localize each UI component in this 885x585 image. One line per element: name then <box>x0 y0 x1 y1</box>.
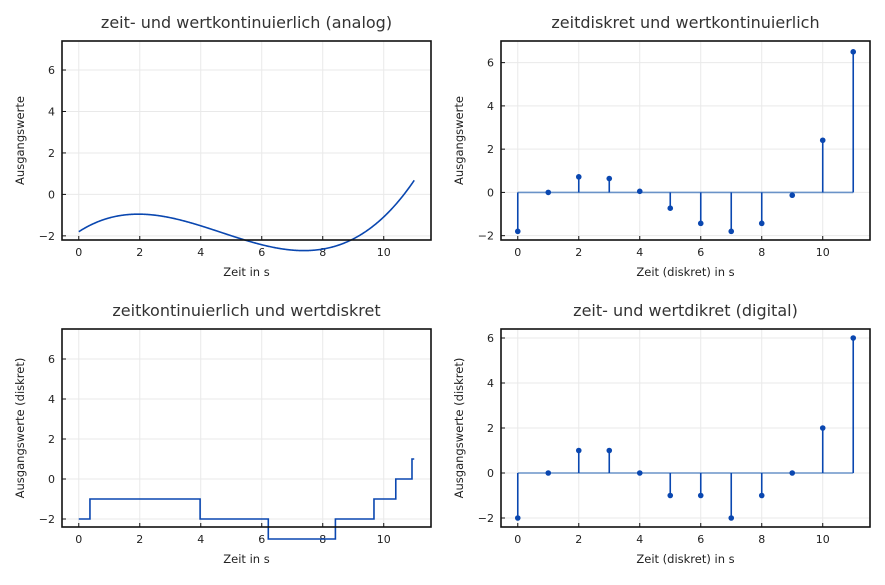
stem-marker <box>575 174 582 180</box>
stem-marker <box>758 220 765 227</box>
stem-marker <box>545 470 552 476</box>
x-tick-label: 10 <box>377 246 391 259</box>
stem-marker <box>697 220 704 227</box>
y-tick-label: −2 <box>478 230 494 243</box>
y-tick-label: 2 <box>487 422 494 435</box>
signal-line <box>78 458 415 540</box>
x-tick-label: 10 <box>816 533 830 546</box>
y-tick-label: 6 <box>487 332 494 345</box>
stem-marker <box>636 470 643 476</box>
stem-marker <box>819 137 826 144</box>
x-tick-label: 0 <box>514 533 521 546</box>
chart-title: zeit- und wertkontinuierlich (analog) <box>101 13 392 32</box>
y-tick-label: 4 <box>487 377 494 390</box>
stem-marker <box>575 447 582 454</box>
y-tick-label: 6 <box>487 57 494 70</box>
stem-marker <box>850 335 857 341</box>
chart-title: zeit- und wertdikret (digital) <box>573 301 798 320</box>
y-tick-label: 0 <box>48 473 55 486</box>
stem-marker <box>850 49 857 55</box>
x-tick-label: 0 <box>75 246 82 259</box>
x-axis-label: Zeit in s <box>223 552 269 566</box>
x-tick-label: 2 <box>136 246 143 259</box>
x-tick-label: 2 <box>136 533 143 546</box>
stem-marker <box>758 492 765 499</box>
x-tick-label: 2 <box>575 533 582 546</box>
stem-marker <box>728 228 735 235</box>
stem-marker <box>819 425 826 431</box>
chart-panel-1: 0 2 4 6 8 10 −2 0 2 4 6 zeit- und wertkontinuierlic… <box>13 13 432 279</box>
y-tick-label: −2 <box>478 512 494 525</box>
stem-marker <box>606 447 613 454</box>
stem-marker <box>514 515 521 521</box>
x-tick-label: 0 <box>75 533 82 546</box>
stem-marker <box>667 205 674 212</box>
plot-frame <box>61 328 432 528</box>
y-axis-label: Ausgangswerte <box>13 96 27 185</box>
x-tick-label: 4 <box>197 533 204 546</box>
x-tick-label: 4 <box>197 246 204 259</box>
y-axis-label: Ausgangswerte (diskret) <box>13 358 27 499</box>
y-tick-label: 4 <box>48 393 55 406</box>
plot-frame <box>500 328 871 528</box>
stem-marker <box>606 175 613 182</box>
x-tick-label: 8 <box>758 533 765 546</box>
chart-panel-4: 0 2 4 6 8 10 −2 0 2 4 6 zeit- und wertdikret (digit… <box>452 301 871 566</box>
stem-marker <box>789 470 796 476</box>
y-tick-label: 2 <box>48 433 55 446</box>
x-tick-label: 8 <box>758 246 765 259</box>
y-tick-label: 2 <box>487 143 494 156</box>
plot-frame <box>500 40 871 241</box>
x-tick-label: 6 <box>258 533 265 546</box>
stem-marker <box>636 188 643 195</box>
stem-marker <box>545 189 552 196</box>
y-tick-label: −2 <box>39 513 55 526</box>
x-tick-label: 4 <box>636 533 643 546</box>
x-axis-label: Zeit (diskret) in s <box>636 552 734 566</box>
chart-title: zeitkontinuierlich und wertdiskret <box>112 301 380 320</box>
y-tick-label: −2 <box>39 230 55 243</box>
y-axis-label: Ausgangswerte <box>452 96 466 185</box>
x-tick-label: 6 <box>697 533 704 546</box>
x-tick-label: 6 <box>258 246 265 259</box>
stem-marker <box>728 515 735 521</box>
stem-marker <box>789 192 796 199</box>
x-tick-label: 4 <box>636 246 643 259</box>
y-tick-label: 2 <box>48 147 55 160</box>
x-tick-label: 8 <box>319 246 326 259</box>
stem-marker <box>697 492 704 499</box>
x-axis-label: Zeit in s <box>223 265 269 279</box>
y-tick-label: 0 <box>487 467 494 480</box>
x-tick-label: 10 <box>377 533 391 546</box>
x-tick-label: 2 <box>575 246 582 259</box>
stem-marker <box>667 492 674 499</box>
chart-panel-2: 0 2 4 6 8 10 −2 0 2 4 6 zeitdiskret und wertkontinu… <box>452 13 871 279</box>
y-tick-label: 4 <box>48 105 55 118</box>
x-axis-label: Zeit (diskret) in s <box>636 265 734 279</box>
y-axis-label: Ausgangswerte (diskret) <box>452 358 466 499</box>
plot-frame <box>61 40 432 241</box>
x-tick-label: 6 <box>697 246 704 259</box>
y-tick-label: 6 <box>48 64 55 77</box>
y-tick-label: 6 <box>48 353 55 366</box>
y-tick-label: 4 <box>487 100 494 113</box>
chart-title: zeitdiskret und wertkontinuierlich <box>551 13 819 32</box>
x-tick-label: 0 <box>514 246 521 259</box>
stem-marker <box>514 228 521 235</box>
y-tick-label: 0 <box>48 188 55 201</box>
x-tick-label: 10 <box>816 246 830 259</box>
y-tick-label: 0 <box>487 186 494 199</box>
